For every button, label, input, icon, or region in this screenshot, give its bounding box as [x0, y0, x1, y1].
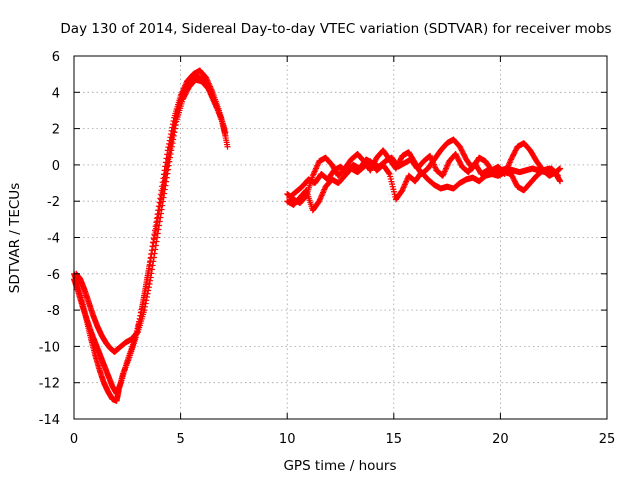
- data-point-marker: [145, 287, 152, 294]
- data-point-marker: [145, 284, 152, 291]
- y-tick-labels: -14 -12 -10 -8 -6 -4 -2 0 2 4 6: [39, 50, 60, 428]
- data-point-marker: [166, 158, 173, 165]
- y-tick-label: -4: [47, 232, 60, 247]
- data-point-marker: [154, 234, 161, 241]
- y-tick-label: -6: [47, 268, 60, 283]
- data-point-marker: [163, 178, 170, 185]
- data-point-marker: [155, 226, 162, 233]
- data-point-marker: [385, 170, 392, 177]
- x-tick-label: 25: [599, 432, 616, 447]
- x-tick-label: 0: [70, 432, 78, 447]
- data-point-marker: [170, 136, 177, 143]
- data-point-marker: [142, 300, 149, 307]
- data-point-marker: [165, 162, 172, 169]
- data-point-marker: [152, 242, 159, 249]
- y-tick-label: 0: [52, 159, 60, 174]
- y-axis-label: SDTVAR / TECUs: [7, 183, 23, 293]
- chart-title: Day 130 of 2014, Sidereal Day-to-day VTE…: [60, 21, 611, 37]
- data-point-marker: [156, 222, 163, 229]
- y-tick-label: -14: [39, 413, 60, 428]
- y-tick-label: -8: [47, 304, 60, 319]
- x-axis-label: GPS time / hours: [283, 458, 396, 474]
- data-point-marker: [153, 238, 160, 245]
- data-point-marker: [166, 154, 173, 161]
- data-point-marker: [159, 202, 166, 209]
- x-tick-labels: 0 5 10 15 20 25: [70, 432, 615, 447]
- data-point-marker: [164, 170, 171, 177]
- data-point-marker: [143, 279, 150, 286]
- data-points-layer: [71, 67, 564, 404]
- data-point-marker: [149, 266, 156, 273]
- data-point-marker: [168, 147, 175, 154]
- data-point-marker: [160, 194, 167, 201]
- data-point-marker: [554, 172, 561, 179]
- data-point-marker: [172, 121, 179, 128]
- y-tick-label: -10: [39, 340, 60, 355]
- data-point-marker: [141, 303, 148, 310]
- plot-frame: [73, 55, 608, 420]
- data-point-marker: [143, 294, 150, 301]
- data-point-marker: [170, 132, 177, 139]
- y-tick-label: -12: [39, 377, 60, 392]
- data-point-marker: [144, 290, 151, 297]
- data-point-marker: [222, 132, 229, 139]
- x-tick-label: 5: [176, 432, 184, 447]
- y-tick-label: 2: [52, 123, 60, 138]
- data-point-marker: [134, 329, 141, 336]
- series-track-e: [284, 158, 564, 214]
- data-point-marker: [157, 214, 164, 221]
- data-point-marker: [161, 186, 168, 193]
- data-point-marker: [157, 210, 164, 217]
- data-point-marker: [147, 277, 154, 284]
- data-point-marker: [168, 143, 175, 150]
- data-point-marker: [172, 125, 179, 132]
- data-point-marker: [150, 254, 157, 261]
- data-point-marker: [162, 182, 169, 189]
- data-point-marker: [141, 307, 148, 314]
- data-point-marker: [165, 166, 172, 173]
- data-point-marker: [151, 250, 158, 257]
- data-point-marker: [163, 174, 170, 181]
- grid-layer: [74, 56, 607, 419]
- y-tick-label: -2: [47, 195, 60, 210]
- data-point-marker: [302, 188, 309, 195]
- data-point-marker: [156, 218, 163, 225]
- data-point-marker: [149, 247, 156, 254]
- data-point-marker: [554, 172, 561, 179]
- series-track-c: [73, 76, 229, 355]
- data-point-marker: [167, 151, 174, 158]
- data-point-marker: [171, 129, 178, 136]
- x-tick-label: 10: [279, 432, 296, 447]
- data-point-marker: [147, 274, 154, 281]
- data-point-marker: [146, 280, 153, 287]
- data-point-marker: [557, 165, 564, 172]
- data-point-marker: [146, 265, 153, 272]
- x-tick-label: 20: [492, 432, 509, 447]
- data-point-marker: [150, 258, 157, 265]
- y-tick-label: 6: [52, 50, 60, 65]
- data-point-marker: [149, 262, 156, 269]
- data-point-marker: [557, 178, 564, 185]
- data-point-marker: [152, 246, 159, 253]
- x-tick-label: 15: [386, 432, 403, 447]
- data-point-marker: [224, 143, 231, 150]
- series-track-f: [286, 151, 561, 201]
- data-point-marker: [158, 206, 165, 213]
- data-point-marker: [146, 261, 153, 268]
- data-point-marker: [161, 190, 168, 197]
- data-point-marker: [169, 140, 176, 147]
- data-point-marker: [159, 198, 166, 205]
- data-point-marker: [148, 270, 155, 277]
- data-point-marker: [143, 297, 150, 304]
- y-tick-label: 4: [52, 86, 60, 101]
- data-point-marker: [142, 283, 149, 290]
- data-point-marker: [154, 230, 161, 237]
